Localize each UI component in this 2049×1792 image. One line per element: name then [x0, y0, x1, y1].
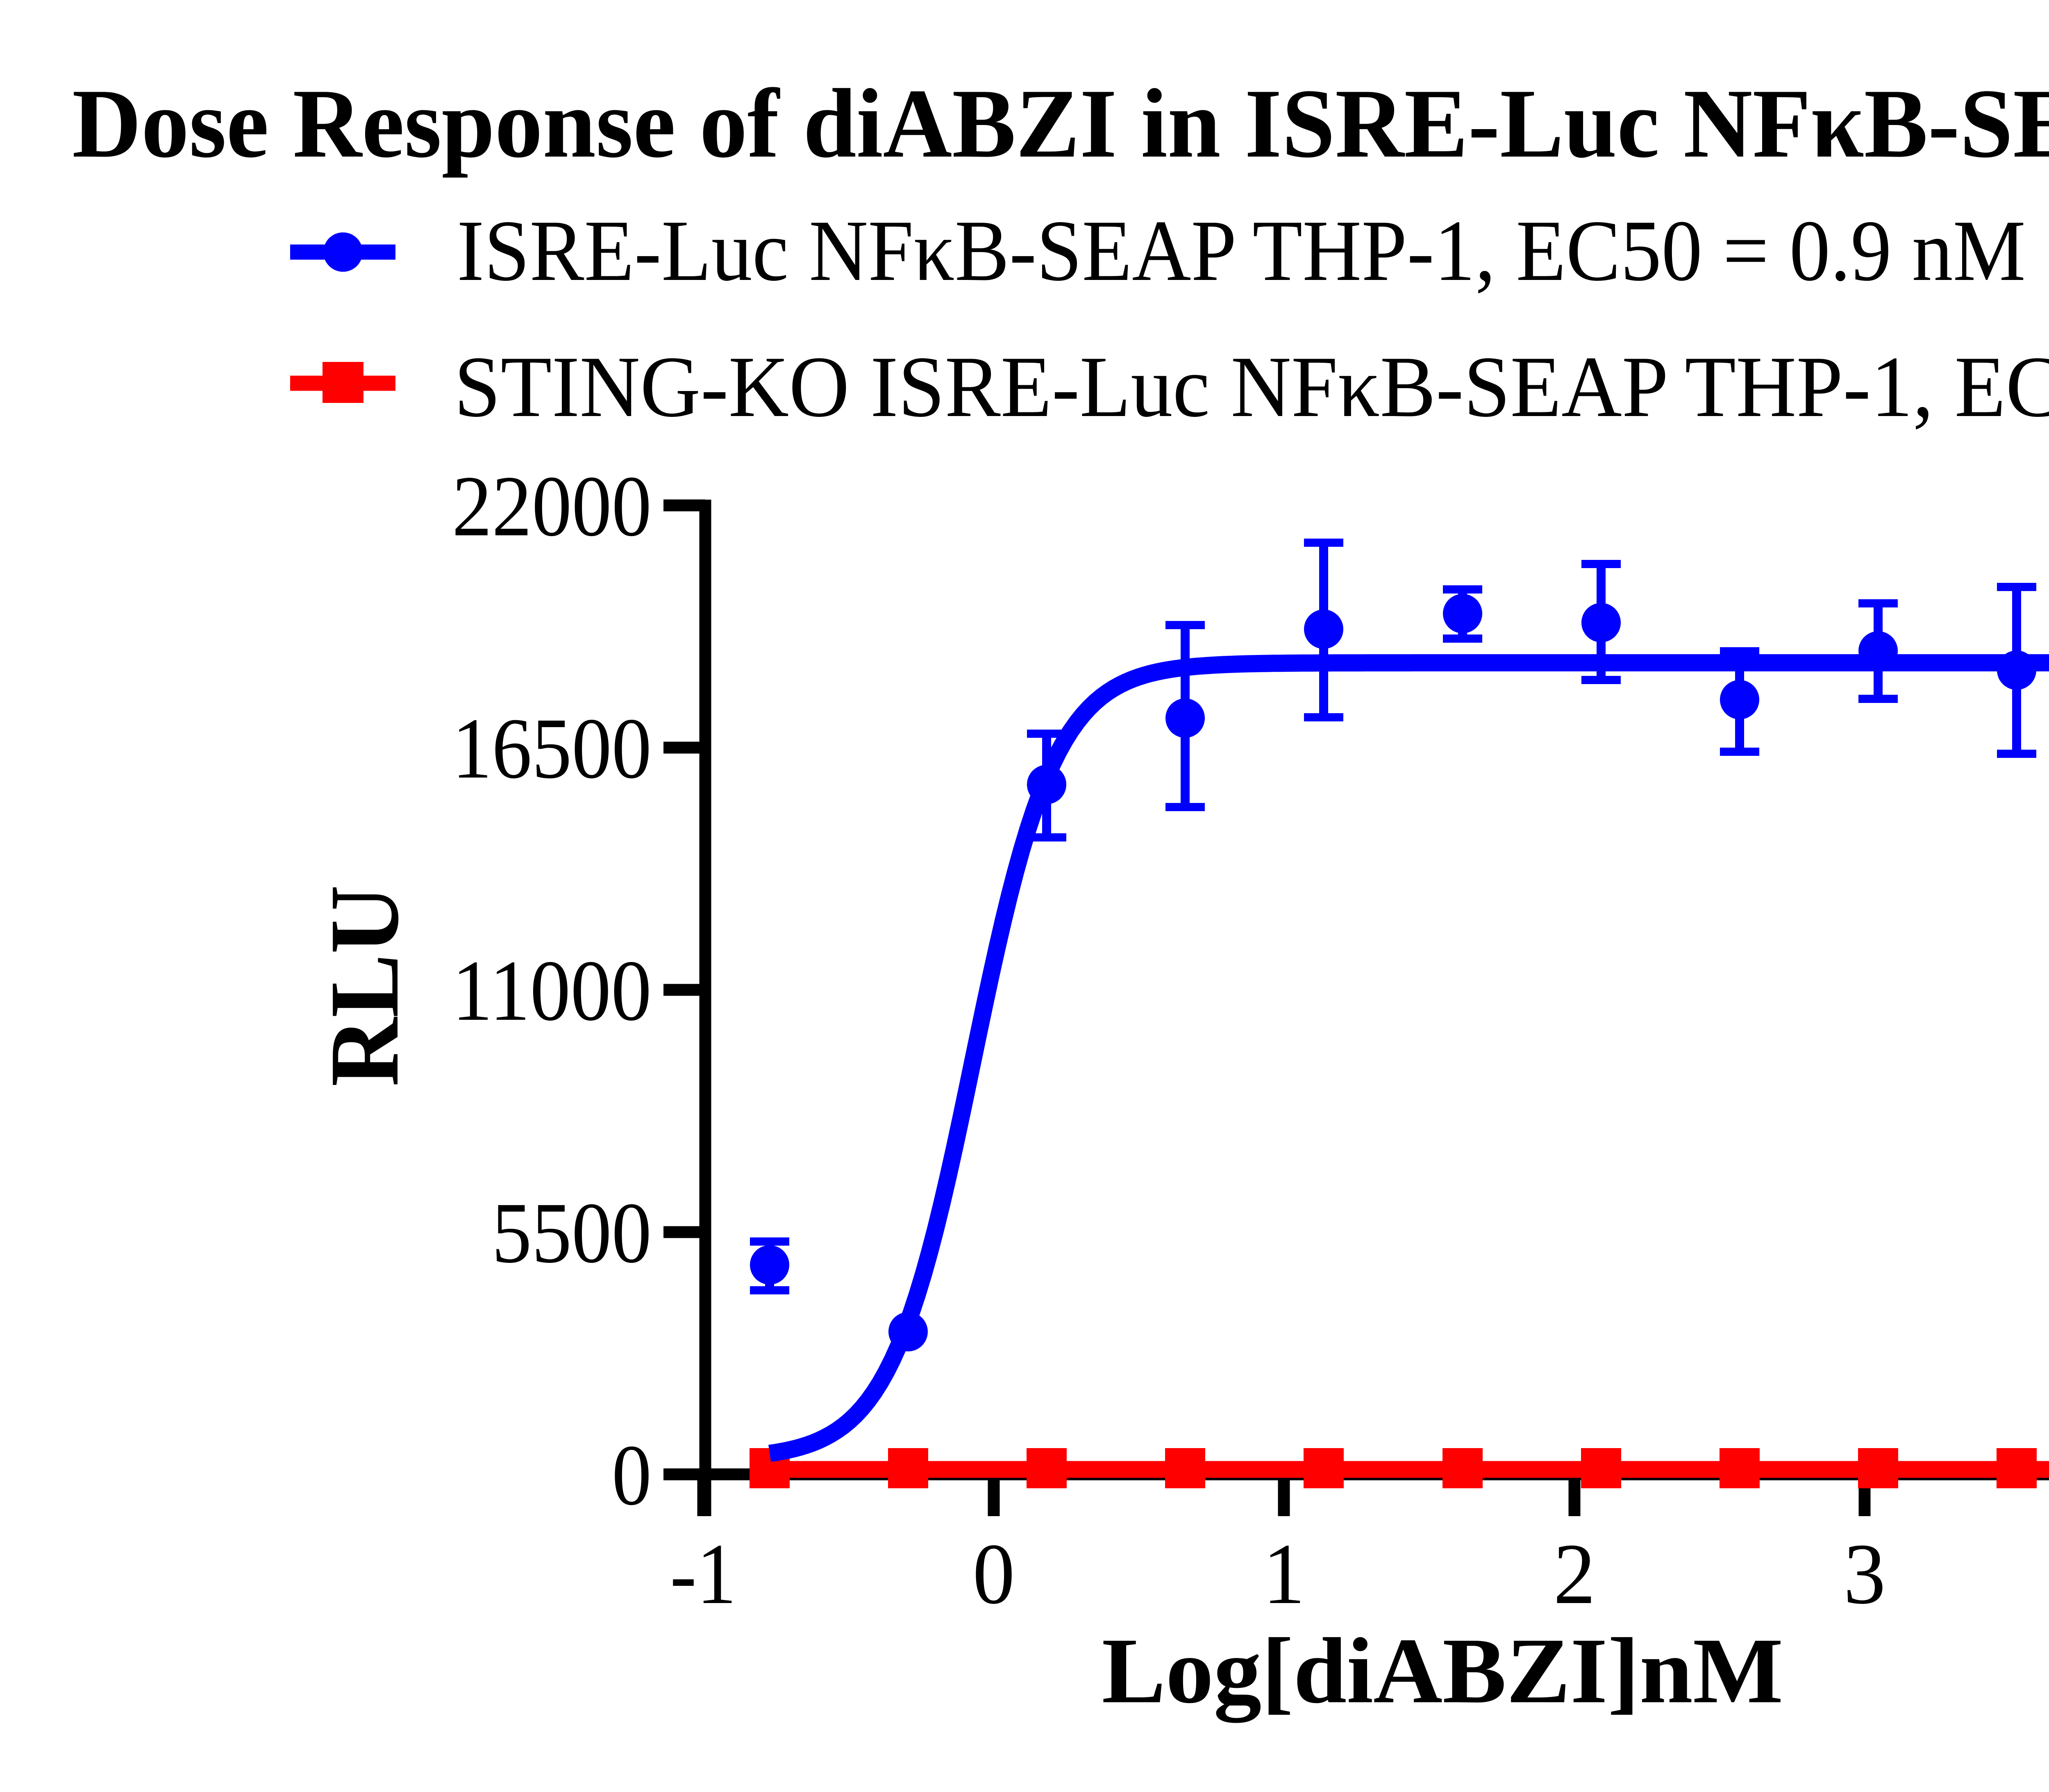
svg-text:22000: 22000 [452, 458, 652, 554]
svg-text:5500: 5500 [492, 1185, 652, 1281]
svg-text:Dose Response of diABZI in ISR: Dose Response of diABZI in ISRE-Luc NFκB… [72, 69, 2049, 178]
svg-text:11000: 11000 [452, 942, 652, 1039]
svg-text:2: 2 [1554, 1526, 1596, 1622]
svg-text:3: 3 [1844, 1526, 1886, 1622]
svg-text:0: 0 [612, 1427, 652, 1523]
svg-text:16500: 16500 [452, 700, 652, 796]
svg-text:0: 0 [973, 1526, 1015, 1622]
svg-text:-1: -1 [670, 1526, 736, 1622]
svg-text:1: 1 [1263, 1526, 1305, 1622]
svg-text:ISRE-Luc NFκB-SEAP THP-1, EC50: ISRE-Luc NFκB-SEAP THP-1, EC50 = 0.9 nM [457, 202, 2026, 299]
svg-text:STING-KO ISRE-Luc NFκB-SEAP TH: STING-KO ISRE-Luc NFκB-SEAP THP-1, EC50 … [454, 339, 2049, 435]
svg-text:RLU: RLU [310, 885, 419, 1087]
svg-text:Log[diABZI]nM: Log[diABZI]nM [1102, 1619, 1783, 1723]
